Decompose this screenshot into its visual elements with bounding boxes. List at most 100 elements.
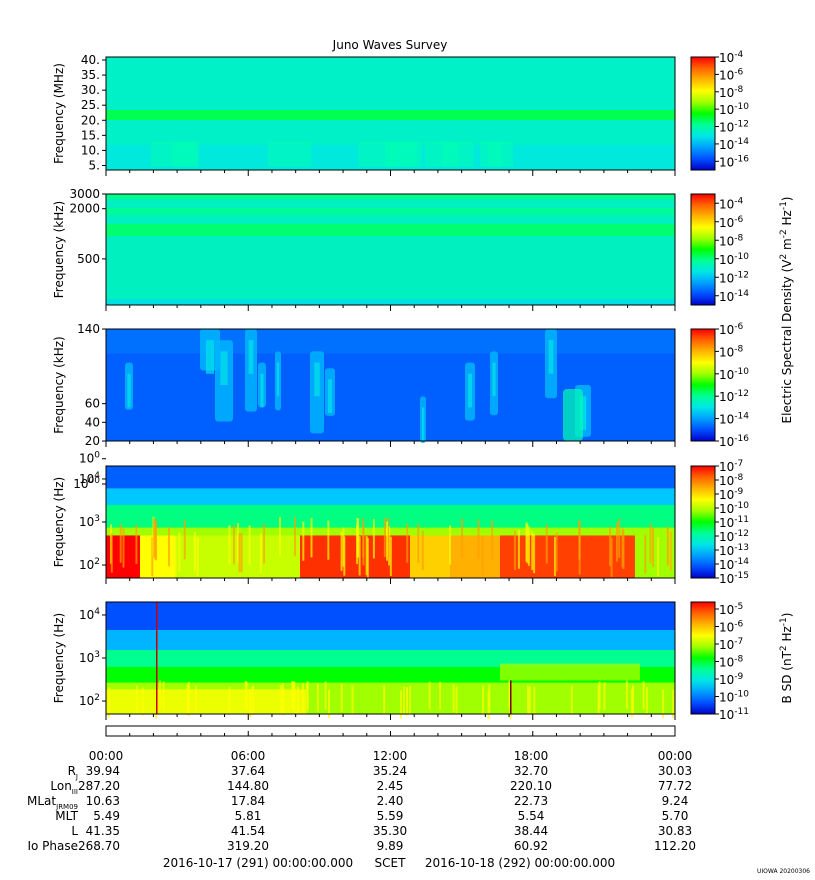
ephemeris-value: 112.20	[654, 839, 696, 853]
y-tick-label: 5.	[89, 158, 100, 172]
colorbar-tick-label: 10-16	[719, 154, 749, 169]
y-axis-label: Frequency (MHz)	[52, 63, 66, 164]
ephemeris-value: 41.35	[86, 824, 120, 838]
ephemeris-value: 60.92	[514, 839, 548, 853]
colorbar-tick-label: 10-7	[719, 637, 743, 652]
colorbar-tick-label: 10-16	[719, 434, 749, 449]
colorbar	[690, 601, 716, 715]
colorbar	[690, 465, 716, 579]
ephemeris-table: 00:00 06:00 12:00 18:00 00:00 RJ 39.94 37.64 35.…	[27, 725, 696, 853]
colorbar-tick-label: 10-15	[719, 571, 749, 586]
footer-scet-label: SCET	[375, 856, 407, 870]
footer-id: UIOWA 20200306	[757, 868, 810, 875]
y-tick-label: 103	[79, 514, 100, 529]
colorbar-tick-label: 10-6	[719, 215, 744, 230]
ephemeris-value: 10.63	[86, 794, 120, 808]
ephemeris-value: 5.54	[518, 809, 545, 823]
ephemeris-value: 5.70	[662, 809, 689, 823]
time-label: 12:00	[373, 749, 408, 763]
y-tick-label: 60	[85, 397, 100, 411]
ephemeris-label: LonIII	[50, 779, 78, 796]
y-tick-label: 102	[79, 557, 100, 572]
ephemeris-value: 319.20	[227, 839, 269, 853]
y-tick-label: 140	[77, 322, 100, 336]
ephemeris-label: RJ	[68, 764, 78, 781]
time-label: 06:00	[231, 749, 266, 763]
y-tick-label: 20.	[81, 113, 100, 127]
footer-start-time: 2016-10-17 (291) 00:00:00.000	[163, 856, 353, 870]
ephemeris-value: 287.20	[78, 779, 120, 793]
colorbar-tick-label: 10-14	[719, 412, 749, 427]
spectrogram-panel-5: 104 103 102 Frequency (Hz) 10-5 10-6 10-7 10-8 1…	[52, 601, 749, 722]
colorbar-tick-label: 10-8	[719, 655, 744, 670]
y-axis-label: Frequency (Hz)	[52, 477, 66, 568]
spectrogram-panel-4: 104 103 102 Frequency (Hz) 10-710-810-910-10…	[52, 459, 749, 586]
colorbar-tick-label: 10-12	[719, 389, 749, 404]
y-tick-label: 102	[79, 693, 100, 708]
ephemeris-value: 38.44	[514, 824, 548, 838]
ephemeris-label: MLatJRM09	[27, 794, 78, 811]
colorbar	[690, 328, 716, 442]
colorbar-tick-label: 10-14	[719, 557, 749, 572]
y-tick-label: 3000	[69, 187, 100, 201]
y-tick-label: 40	[85, 415, 100, 429]
ephemeris-label: L	[71, 824, 78, 838]
colorbar-tick-label: 10-4	[719, 196, 744, 211]
colorbar-tick-label: 10-11	[719, 515, 749, 530]
y-tick-label: 2000	[69, 202, 100, 216]
colorbar-tick-label: 10-6	[719, 322, 744, 337]
y-tick-label: 40.	[81, 53, 100, 67]
y-tick-label: 104	[79, 471, 100, 486]
time-label: 00:00	[658, 749, 693, 763]
y-tick-label: 20	[85, 434, 100, 448]
ephemeris-value: 144.80	[227, 779, 269, 793]
colorbar-tick-label: 10-12	[719, 270, 749, 285]
colorbar-tick-label: 10-7	[719, 459, 743, 474]
colorbar-tick-label: 10-11	[719, 707, 749, 722]
y-tick-label: 30.	[81, 83, 100, 97]
time-axis	[105, 725, 676, 737]
ephemeris-label: MLT	[55, 809, 78, 823]
colorbar-label-magnetic: B SD (nT2 Hz-1)	[779, 613, 794, 704]
spectrogram-panel-3: 140 100 60 40 20 Frequency (kHz) 10-6 10-8 10-10…	[52, 322, 749, 466]
colorbar-tick-label: 10-10	[719, 690, 749, 705]
colorbar-tick-label: 10-10	[719, 252, 749, 267]
ephemeris-value: 30.03	[658, 764, 692, 778]
colorbar-tick-label: 10-10	[719, 501, 749, 516]
colorbar	[690, 193, 716, 306]
colorbar-tick-label: 10-6	[719, 620, 744, 635]
colorbar-label-electric: Electric Spectral Density (V2 m-2 Hz-1)	[779, 196, 794, 423]
ephemeris-value: 5.81	[235, 809, 262, 823]
y-axis-label: Frequency (kHz)	[52, 201, 66, 298]
time-label: 00:00	[89, 749, 124, 763]
y-axis-label: Frequency (Hz)	[52, 613, 66, 704]
colorbar-tick-label: 10-10	[719, 367, 749, 382]
ephemeris-value: 77.72	[658, 779, 692, 793]
ephemeris-value: 39.94	[86, 764, 120, 778]
ephemeris-value: 2.45	[377, 779, 404, 793]
y-tick-label: 35.	[81, 68, 100, 82]
y-tick-label: 103	[79, 650, 100, 665]
colorbar-tick-label: 10-6	[719, 67, 744, 82]
y-axis-label: Frequency (kHz)	[52, 336, 66, 433]
ephemeris-value: 35.30	[373, 824, 407, 838]
colorbar-tick-label: 10-14	[719, 137, 749, 152]
y-tick-label: 1000	[73, 476, 100, 491]
y-tick-label: 25.	[81, 98, 100, 112]
ephemeris-value: 268.70	[78, 839, 120, 853]
ephemeris-value: 5.59	[377, 809, 404, 823]
y-tick-label: 100	[79, 451, 100, 466]
colorbar-tick-label: 10-8	[719, 233, 744, 248]
ephemeris-value: 17.84	[231, 794, 265, 808]
ephemeris-value: 30.83	[658, 824, 692, 838]
ephemeris-value: 22.73	[514, 794, 548, 808]
ephemeris-value: 5.49	[93, 809, 120, 823]
ephemeris-value: 41.54	[231, 824, 265, 838]
spectrogram-panel-1: 40.35.30.25.20.15.10.5. Frequency (MHz) 10…	[52, 50, 749, 176]
colorbar-tick-label: 10-8	[719, 344, 744, 359]
y-tick-label: 104	[79, 607, 100, 622]
ephemeris-value: 35.24	[373, 764, 407, 778]
y-tick-label: 15.	[81, 128, 100, 142]
